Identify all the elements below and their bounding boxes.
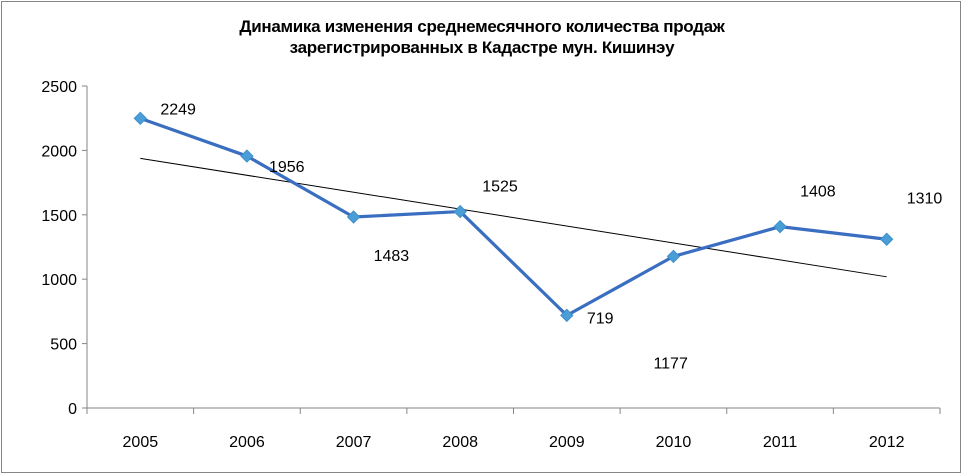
series-line xyxy=(138,116,889,317)
x-tick-label: 2011 xyxy=(763,434,798,451)
data-point-marker xyxy=(666,249,681,264)
data-label: 1483 xyxy=(374,248,410,265)
data-label: 1956 xyxy=(269,159,305,176)
chart-title-line-1: Динамика изменения среднемесячного колич… xyxy=(239,17,725,36)
x-tick-label: 2012 xyxy=(869,434,905,451)
data-label: 1525 xyxy=(482,179,518,196)
data-point-marker xyxy=(453,204,467,219)
x-tick-label: 2009 xyxy=(549,434,585,451)
y-tick-label: 500 xyxy=(50,337,77,354)
data-label: 2249 xyxy=(160,101,196,118)
chart-title: Динамика изменения среднемесячного колич… xyxy=(0,16,964,58)
x-tick-label: 2010 xyxy=(656,434,692,451)
series-layer xyxy=(133,111,894,323)
x-tick-label: 2008 xyxy=(442,434,478,451)
data-point-marker xyxy=(346,210,361,224)
axes: 0 500 1000 1500 2000 2500 2005 2006 2007 2008 2009… xyxy=(41,79,941,451)
data-label: 1310 xyxy=(907,190,943,207)
data-label: 1177 xyxy=(653,355,688,372)
y-tick-label: 1500 xyxy=(41,208,77,225)
y-tick-label: 1000 xyxy=(41,272,77,289)
data-point-marker xyxy=(240,149,254,163)
x-tick-label: 2007 xyxy=(336,434,372,451)
chart-title-line-2: зарегистрированных в Кадастре мун. Кишин… xyxy=(289,38,675,57)
data-point-marker xyxy=(560,308,574,323)
x-tick-label: 2005 xyxy=(123,434,159,451)
y-tick-label: 2500 xyxy=(41,79,77,96)
y-tick-label: 2000 xyxy=(41,143,77,160)
y-tick-label: 0 xyxy=(68,401,77,418)
data-label: 719 xyxy=(587,310,614,327)
data-label: 1408 xyxy=(800,184,836,201)
trendline xyxy=(140,157,887,278)
trendline-layer xyxy=(140,157,887,278)
x-tick-label: 2006 xyxy=(229,434,265,451)
data-labels-layer: 2249 1956 1483 1525 719 1177 1408 1310 xyxy=(160,101,942,372)
data-point-marker xyxy=(133,111,148,126)
data-point-marker xyxy=(879,232,894,246)
data-point-marker xyxy=(773,219,787,234)
